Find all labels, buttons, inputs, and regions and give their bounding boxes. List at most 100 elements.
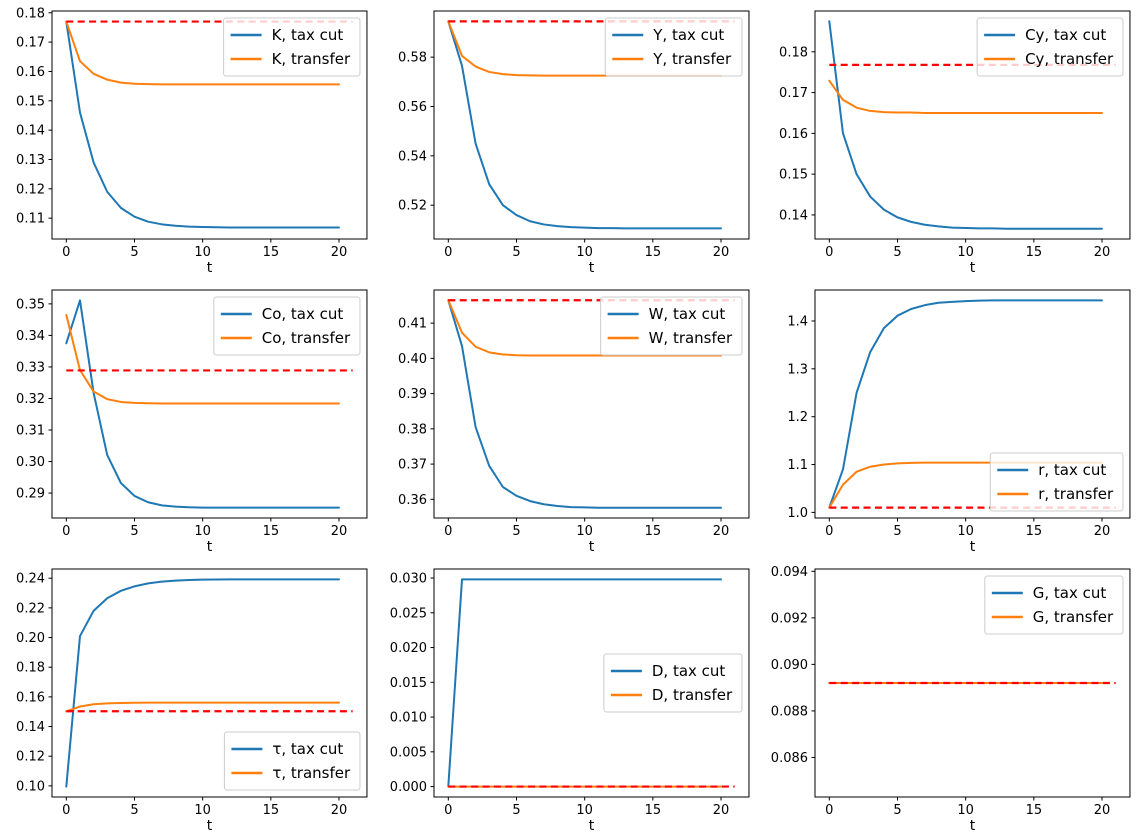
y-tick-label: 0.41 xyxy=(398,317,427,332)
subplot-G: 0.086 0.088 0.090 0.092 0.094 0 5 10 15 20 t G, tax… xyxy=(763,558,1145,837)
x-axis: 0 5 10 15 20 xyxy=(444,518,729,539)
axes-frame xyxy=(433,568,750,798)
y-axis: 0.14 0.15 0.16 0.17 0.18 xyxy=(779,45,816,223)
y-axis: 0.086 0.088 0.090 0.092 0.094 xyxy=(771,565,816,766)
subplot-Y: 0.52 0.54 0.56 0.58 0 5 10 15 20 t Y, tax cut Y, tr… xyxy=(382,0,764,279)
legend-box xyxy=(976,17,1124,77)
x-tick-label: 15 xyxy=(644,803,661,818)
series-line-tax_cut xyxy=(446,20,722,230)
axes-frame xyxy=(814,289,1131,519)
x-tick-label: 15 xyxy=(644,245,661,260)
y-tick-label: 1.0 xyxy=(788,506,809,521)
axes-frame xyxy=(51,10,368,240)
legend-label: D, transfer xyxy=(652,686,733,704)
y-tick-label: 0.30 xyxy=(16,455,45,470)
x-tick-label: 20 xyxy=(712,524,729,539)
y-axis: 1.0 1.1 1.2 1.3 1.4 xyxy=(788,314,816,521)
y-tick-label: 1.3 xyxy=(788,362,809,377)
legend: Cy, tax cut Cy, transfer xyxy=(976,17,1124,77)
legend-label: W, transfer xyxy=(648,329,732,347)
legend-label: D, tax cut xyxy=(652,662,725,680)
subplot-W: 0.36 0.37 0.38 0.39 0.40 0.41 0 5 10 15 20 t W, tax … xyxy=(382,279,764,558)
x-axis: 0 5 10 15 20 xyxy=(826,239,1111,260)
x-tick-label: 15 xyxy=(1026,245,1043,260)
x-tick-label: 5 xyxy=(894,803,902,818)
chart-svg: 0.52 0.54 0.56 0.58 0 5 10 15 20 t Y, tax cut Y, tr… xyxy=(398,10,750,276)
y-tick-label: 0.17 xyxy=(779,86,808,101)
y-tick-label: 0.12 xyxy=(16,182,45,197)
y-axis: 0.29 0.30 0.31 0.32 0.33 0.34 0.35 xyxy=(16,297,52,502)
legend: G, tax cut G, transfer xyxy=(984,575,1124,635)
x-axis-label: t xyxy=(970,539,976,555)
y-tick-label: 0.16 xyxy=(779,127,808,142)
x-tick-label: 20 xyxy=(1094,524,1111,539)
x-axis: 0 5 10 15 20 xyxy=(444,797,729,818)
legend: r, tax cut r, transfer xyxy=(990,452,1124,512)
x-tick-label: 5 xyxy=(130,803,138,818)
subplot-K: 0.11 0.12 0.13 0.14 0.15 0.16 0.17 0.18 0 5 10 15 20… xyxy=(0,0,382,279)
legend-box xyxy=(990,452,1124,512)
x-tick-label: 20 xyxy=(712,803,729,818)
y-tick-label: 0.16 xyxy=(16,65,45,80)
legend-label: G, transfer xyxy=(1033,608,1114,626)
chart-svg: 0.36 0.37 0.38 0.39 0.40 0.41 0 5 10 15 20 t W, tax … xyxy=(398,289,750,555)
legend-box xyxy=(213,296,361,356)
series-line-tax_cut xyxy=(65,299,340,509)
x-axis-label: t xyxy=(588,260,594,276)
y-tick-label: 0.39 xyxy=(398,387,427,402)
y-tick-label: 0.18 xyxy=(16,661,45,676)
series-line-tax_cut xyxy=(828,299,1104,509)
x-axis-label: t xyxy=(207,260,213,276)
x-tick-label: 20 xyxy=(1094,803,1111,818)
x-axis-label: t xyxy=(207,818,213,834)
x-axis-label: t xyxy=(588,539,594,555)
x-axis-label: t xyxy=(207,539,213,555)
x-tick-label: 20 xyxy=(331,524,348,539)
x-axis-label: t xyxy=(588,818,594,834)
x-axis: 0 5 10 15 20 xyxy=(62,797,347,818)
x-tick-label: 5 xyxy=(512,524,520,539)
legend: K, tax cut K, transfer xyxy=(223,17,361,77)
y-tick-label: 0.030 xyxy=(389,572,426,587)
y-tick-label: 0.20 xyxy=(16,631,45,646)
y-tick-label: 0.10 xyxy=(16,779,45,794)
y-tick-label: 0.13 xyxy=(16,153,45,168)
legend-label: r, tax cut xyxy=(1039,461,1107,479)
y-tick-label: 1.4 xyxy=(788,314,809,329)
y-tick-label: 0.086 xyxy=(771,751,808,766)
x-tick-label: 10 xyxy=(576,803,593,818)
chart-svg: 0.11 0.12 0.13 0.14 0.15 0.16 0.17 0.18 0 5 10 15 20… xyxy=(16,6,368,276)
x-tick-label: 10 xyxy=(194,803,211,818)
legend-label: r, transfer xyxy=(1039,485,1115,503)
x-tick-label: 0 xyxy=(826,524,834,539)
legend-box xyxy=(604,17,743,77)
y-tick-label: 0.090 xyxy=(771,658,808,673)
y-tick-label: 0.17 xyxy=(16,36,45,51)
chart-svg: 0.14 0.15 0.16 0.17 0.18 0 5 10 15 20 t Cy, tax cut… xyxy=(779,10,1131,276)
x-axis: 0 5 10 15 20 xyxy=(826,518,1111,539)
legend-label: Y, tax cut xyxy=(652,26,724,44)
y-tick-label: 0.005 xyxy=(389,745,426,760)
x-tick-label: 5 xyxy=(512,803,520,818)
y-axis: 0.000 0.005 0.010 0.015 0.020 0.025 0.030 xyxy=(389,572,434,795)
x-tick-label: 20 xyxy=(331,803,348,818)
x-axis: 0 5 10 15 20 xyxy=(444,239,729,260)
y-tick-label: 0.31 xyxy=(16,424,45,439)
x-axis-label: t xyxy=(970,818,976,834)
y-tick-label: 0.54 xyxy=(398,149,427,164)
series-line-transfer xyxy=(65,20,340,86)
y-tick-label: 0.33 xyxy=(16,360,45,375)
series-line-tax_cut xyxy=(65,578,340,788)
legend: D, tax cut D, transfer xyxy=(603,653,743,713)
subplot-r: 1.0 1.1 1.2 1.3 1.4 0 5 10 15 20 t r, tax cut r, tra… xyxy=(763,279,1145,558)
y-tick-label: 0.020 xyxy=(389,641,426,656)
x-tick-label: 15 xyxy=(644,524,661,539)
x-tick-label: 5 xyxy=(130,524,138,539)
y-tick-label: 0.14 xyxy=(16,720,45,735)
axes-frame xyxy=(51,289,368,519)
y-tick-label: 0.32 xyxy=(16,392,45,407)
legend-box xyxy=(223,17,361,77)
y-axis: 0.11 0.12 0.13 0.14 0.15 0.16 0.17 0.18 xyxy=(16,6,52,227)
y-tick-label: 0.18 xyxy=(16,6,45,21)
x-tick-label: 0 xyxy=(444,245,452,260)
